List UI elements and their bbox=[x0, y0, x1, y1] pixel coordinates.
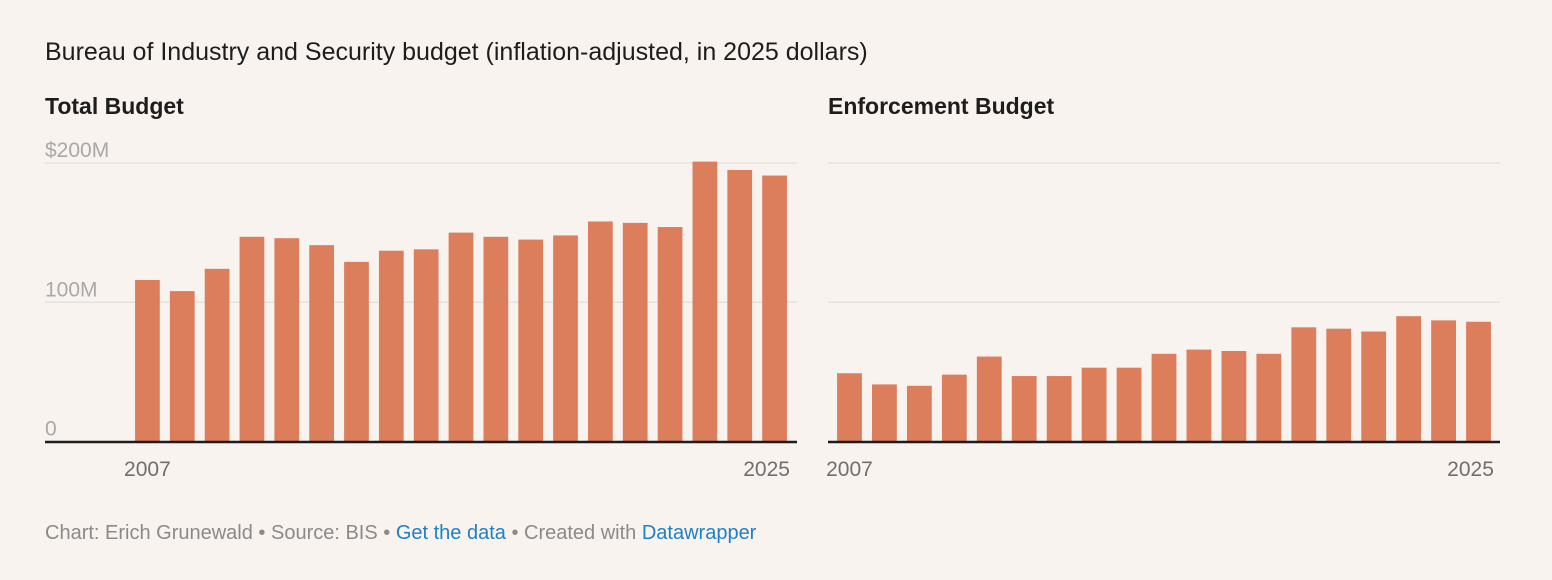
footer: Chart: Erich Grunewald • Source: BIS • G… bbox=[45, 522, 756, 545]
footer-credit: Chart: Erich Grunewald • Source: BIS • bbox=[45, 522, 396, 544]
bar-2009 bbox=[906, 385, 932, 442]
bar-2022 bbox=[1361, 331, 1387, 442]
bar-2019 bbox=[553, 235, 578, 442]
bar-2018 bbox=[1221, 350, 1247, 442]
bar-2008 bbox=[169, 291, 195, 442]
bar-2016 bbox=[448, 232, 474, 442]
bar-2014 bbox=[1081, 367, 1107, 442]
bar-2012 bbox=[309, 245, 335, 442]
bar-2016 bbox=[1151, 353, 1177, 442]
bar-2017 bbox=[483, 236, 509, 442]
footer-middle: • Created with bbox=[505, 522, 642, 544]
bar-2015 bbox=[1116, 367, 1142, 442]
chart-title: Bureau of Industry and Security budget (… bbox=[45, 38, 868, 66]
bar-2010 bbox=[941, 374, 967, 442]
y-tick-label: $200M bbox=[45, 139, 109, 162]
bar-2019 bbox=[1256, 353, 1282, 442]
panel-title-total: Total Budget bbox=[45, 93, 184, 119]
bar-2013 bbox=[344, 261, 369, 442]
panel-title-enforcement: Enforcement Budget bbox=[828, 93, 1055, 119]
x-tick-label: 2025 bbox=[743, 458, 790, 481]
x-tick-label: 2007 bbox=[124, 458, 171, 481]
bar-2015 bbox=[413, 249, 439, 442]
y-tick-label: 0 bbox=[45, 418, 57, 441]
y-tick-label: 100M bbox=[45, 278, 98, 301]
bar-2023 bbox=[692, 161, 718, 442]
bar-2012 bbox=[1011, 376, 1037, 442]
bar-2020 bbox=[1291, 327, 1317, 442]
bar-2014 bbox=[378, 250, 404, 442]
bar-2017 bbox=[1186, 349, 1212, 442]
bar-2022 bbox=[657, 227, 683, 442]
get-data-link[interactable]: Get the data bbox=[395, 522, 506, 544]
x-tick-label: 2007 bbox=[826, 458, 873, 481]
bar-2024 bbox=[727, 169, 753, 442]
bar-2008 bbox=[872, 384, 897, 442]
bar-2007 bbox=[837, 373, 862, 442]
bar-2018 bbox=[518, 239, 544, 442]
x-tick-label: 2025 bbox=[1447, 458, 1494, 481]
bar-2025 bbox=[762, 175, 787, 442]
bar-2007 bbox=[135, 279, 160, 442]
bar-2009 bbox=[204, 268, 230, 442]
bar-2010 bbox=[239, 236, 265, 442]
datawrapper-link[interactable]: Datawrapper bbox=[641, 522, 757, 544]
bar-2011 bbox=[976, 356, 1002, 442]
bar-2024 bbox=[1431, 320, 1456, 442]
bar-2021 bbox=[622, 222, 648, 442]
bar-2011 bbox=[274, 238, 300, 442]
bar-2025 bbox=[1466, 321, 1491, 442]
bar-2023 bbox=[1396, 316, 1422, 442]
bar-2013 bbox=[1046, 376, 1072, 442]
bar-2020 bbox=[587, 221, 613, 442]
bar-2021 bbox=[1326, 328, 1352, 442]
